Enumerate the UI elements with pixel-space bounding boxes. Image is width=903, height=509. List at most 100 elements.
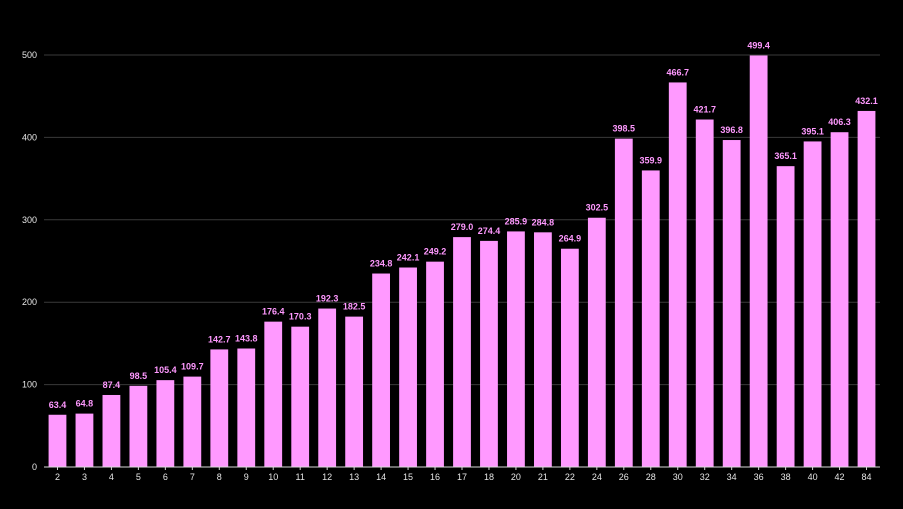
bar (183, 376, 202, 467)
x-tick-label: 22 (565, 472, 575, 482)
x-tick-label: 7 (190, 472, 195, 482)
x-tick-label: 8 (217, 472, 222, 482)
data-label: 274.4 (478, 226, 501, 236)
x-tick-label: 38 (781, 472, 791, 482)
bar (453, 237, 471, 467)
bar (75, 413, 94, 467)
x-tick-label: 2 (55, 472, 60, 482)
x-tick-label: 13 (349, 472, 359, 482)
bar (399, 267, 417, 467)
data-label: 302.5 (586, 203, 609, 213)
x-tick-label: 42 (835, 472, 845, 482)
y-axis: 0 100 200 300 400 500 (22, 50, 37, 472)
x-tick-label: 17 (457, 472, 467, 482)
data-label: 432.1 (855, 96, 878, 106)
x-tick-label: 4 (109, 472, 114, 482)
x-tick-label: 30 (673, 472, 683, 482)
x-axis: 2 3 4 5 6 7 8 9 10 11 12 13 14 15 16 17 18 20 21 22 24 26 28 30… (44, 466, 880, 482)
bars (48, 55, 876, 468)
bar (722, 140, 741, 467)
x-tick-label: 10 (268, 472, 278, 482)
data-label: 87.4 (103, 380, 121, 390)
x-tick-label: 84 (862, 472, 872, 482)
data-label: 63.4 (49, 400, 67, 410)
data-labels: 63.4 64.8 87.4 98.5 105.4 109.7 142.7 143.8 176.… (49, 40, 878, 409)
bar (534, 232, 552, 467)
bar (480, 240, 498, 467)
data-label: 234.8 (370, 259, 393, 269)
x-tick-label: 16 (430, 472, 440, 482)
y-tick-label: 500 (22, 50, 37, 60)
data-label: 406.3 (828, 117, 851, 127)
data-label: 105.4 (154, 365, 177, 375)
bar (210, 349, 229, 467)
x-tick-label: 34 (727, 472, 737, 482)
data-label: 398.5 (613, 124, 636, 134)
data-label: 396.8 (720, 125, 743, 135)
bar (507, 231, 525, 467)
data-label: 421.7 (693, 105, 716, 115)
bar (830, 132, 849, 467)
data-label: 192.3 (316, 294, 339, 304)
data-label: 249.2 (424, 247, 447, 257)
y-tick-label: 200 (22, 297, 37, 307)
bar (803, 141, 822, 467)
bar (345, 316, 364, 467)
bar (291, 326, 310, 467)
x-tick-label: 3 (82, 472, 87, 482)
data-label: 359.9 (640, 155, 663, 165)
bar (857, 110, 876, 468)
data-label: 284.8 (532, 217, 555, 227)
gridlines (44, 54, 880, 386)
bar (776, 166, 795, 467)
y-tick-label: 100 (22, 380, 37, 390)
x-tick-label: 40 (808, 472, 818, 482)
bar (614, 138, 633, 468)
data-label: 176.4 (262, 307, 285, 317)
bar (372, 273, 390, 467)
x-tick-label: 5 (136, 472, 141, 482)
x-tick-label: 12 (322, 472, 332, 482)
x-tick-label: 18 (484, 472, 494, 482)
data-label: 143.8 (235, 334, 258, 344)
bar (318, 308, 337, 467)
data-label: 466.7 (666, 67, 689, 77)
data-label: 242.1 (397, 253, 420, 263)
x-tick-label: 20 (511, 472, 521, 482)
data-label: 109.7 (181, 362, 204, 372)
data-label: 142.7 (208, 334, 231, 344)
x-tick-label: 15 (403, 472, 413, 482)
bar (48, 414, 67, 467)
bar (264, 321, 283, 467)
data-label: 170.3 (289, 312, 312, 322)
x-tick-label: 24 (592, 472, 602, 482)
bar (426, 261, 444, 467)
data-label: 64.8 (76, 399, 94, 409)
data-label: 499.4 (747, 40, 770, 50)
data-label: 279.0 (451, 222, 474, 232)
data-label: 182.5 (343, 302, 366, 312)
bar (102, 394, 121, 467)
bar (668, 82, 687, 467)
x-tick-label: 11 (296, 472, 305, 482)
bar (129, 385, 148, 467)
y-tick-label: 300 (22, 215, 37, 225)
data-label: 285.9 (505, 216, 528, 226)
data-label: 365.1 (774, 151, 797, 161)
bar (237, 348, 256, 467)
x-tick-label: 36 (754, 472, 764, 482)
x-tick-label: 28 (646, 472, 656, 482)
x-tick-label: 9 (244, 472, 249, 482)
x-tick-label: 6 (163, 472, 168, 482)
bar (695, 119, 714, 468)
data-label: 98.5 (130, 371, 148, 381)
x-tick-label: 21 (538, 472, 548, 482)
bar (641, 170, 660, 468)
x-tick-label: 14 (376, 472, 386, 482)
bar (749, 55, 768, 468)
bar (156, 380, 175, 467)
x-tick-label: 32 (700, 472, 710, 482)
bar (587, 217, 606, 467)
